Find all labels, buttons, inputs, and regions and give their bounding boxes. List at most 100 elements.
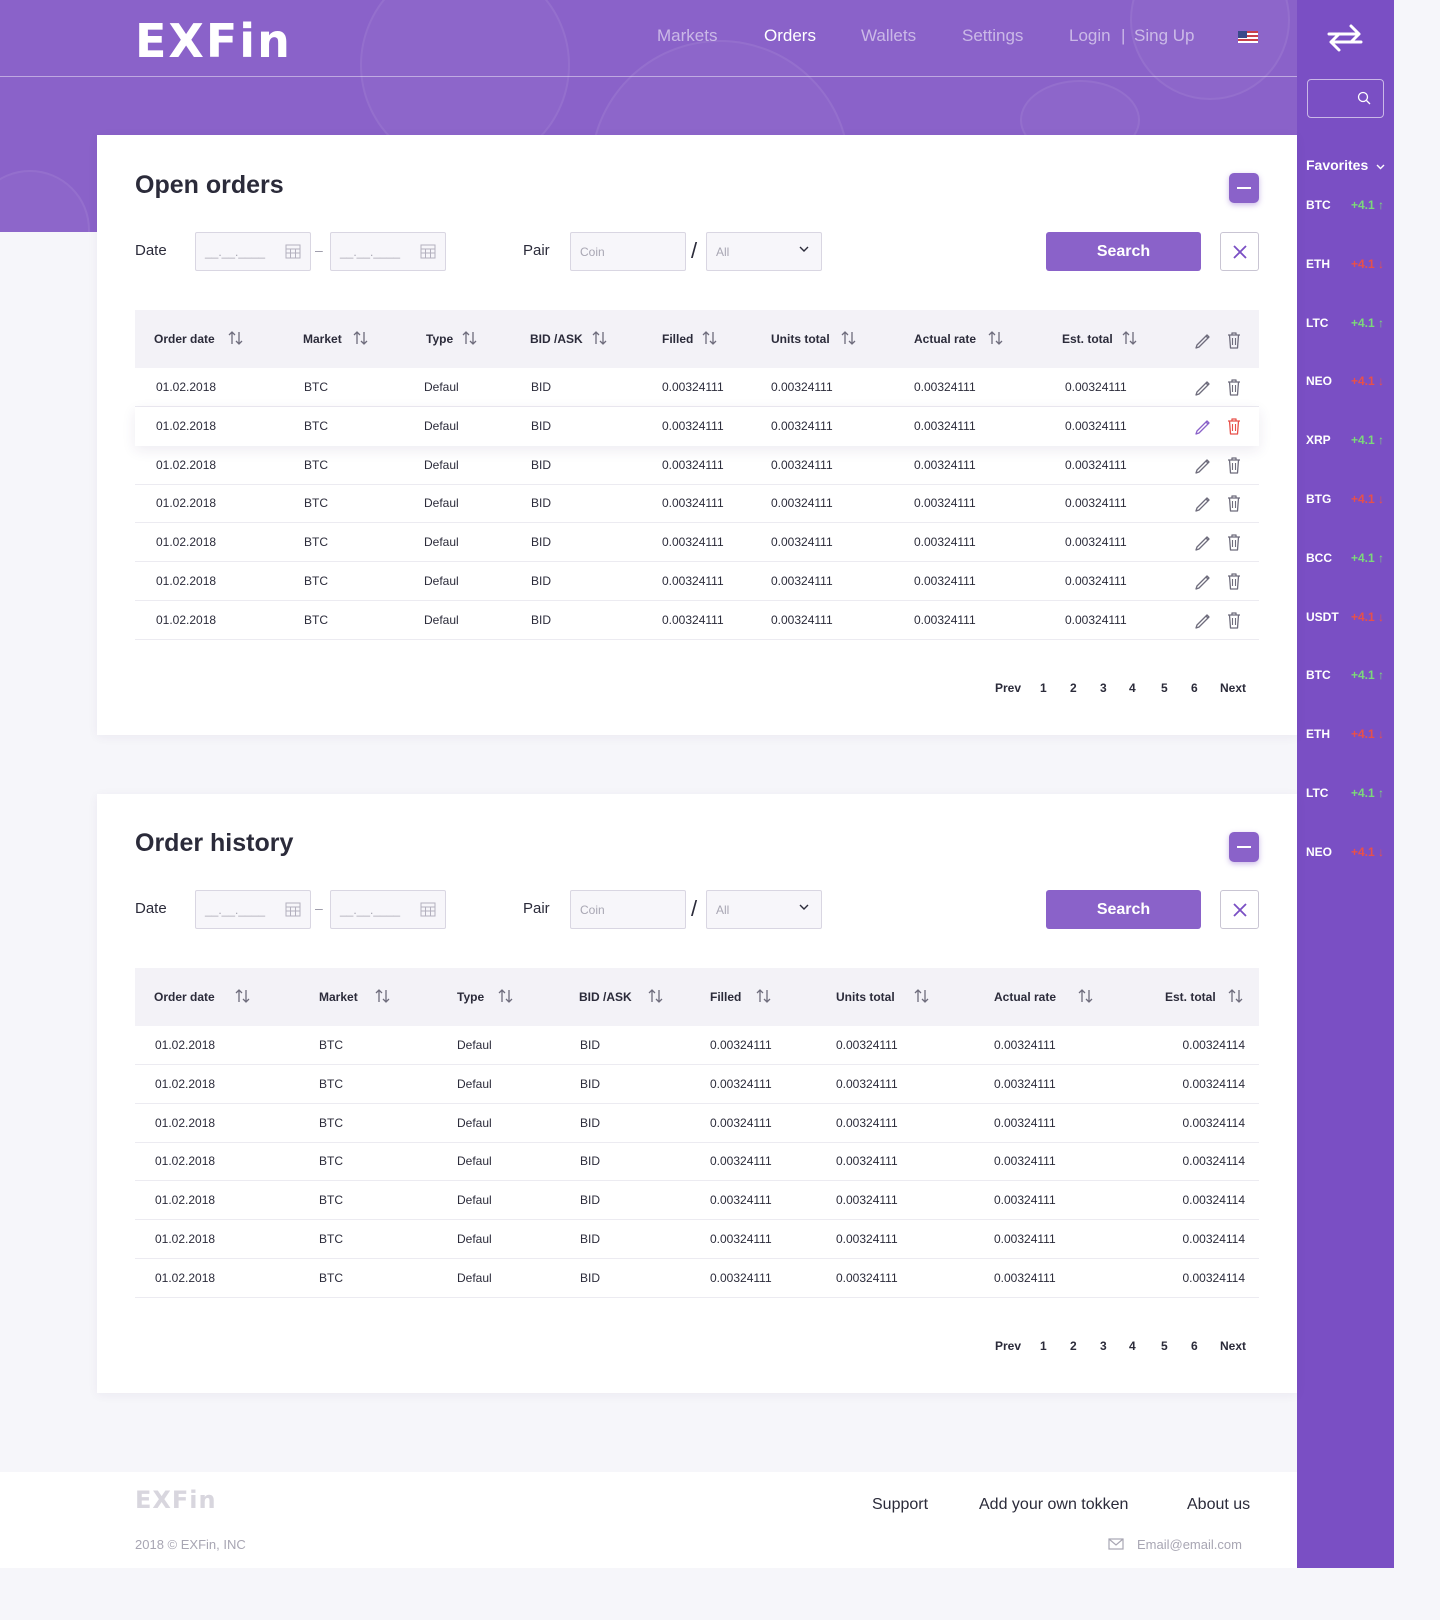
- footer-email-link[interactable]: Email@email.com: [1137, 1537, 1242, 1552]
- nav-login[interactable]: Login: [1069, 26, 1111, 45]
- sort-icon[interactable]: [498, 988, 514, 1004]
- pagination-page[interactable]: 4: [1129, 1339, 1136, 1353]
- delete-icon[interactable]: [1226, 533, 1242, 551]
- column-header[interactable]: Est. total: [1062, 332, 1113, 346]
- edit-icon[interactable]: [1194, 533, 1212, 551]
- pagination-page[interactable]: 5: [1161, 1339, 1168, 1353]
- favorite-item-btg[interactable]: BTG +4.1 ↓: [1306, 492, 1388, 506]
- pagination-page[interactable]: 1: [1040, 681, 1047, 695]
- date-to-input[interactable]: __.__.____: [330, 890, 446, 929]
- edit-icon[interactable]: [1194, 417, 1212, 435]
- pagination-page[interactable]: 6: [1191, 681, 1198, 695]
- collapse-button[interactable]: [1229, 832, 1259, 862]
- footer-link-about[interactable]: About us: [1187, 1496, 1251, 1513]
- column-header[interactable]: Market: [319, 990, 358, 1004]
- calendar-icon[interactable]: [420, 902, 436, 917]
- delete-icon[interactable]: [1226, 417, 1242, 435]
- date-from-input[interactable]: __.__.____: [195, 232, 311, 271]
- table-row[interactable]: 01.02.2018 BTC Defaul BID 0.00324111 0.003241…: [135, 1142, 1259, 1182]
- sidebar-search-input[interactable]: [1307, 79, 1384, 118]
- column-header[interactable]: Actual rate: [994, 990, 1057, 1004]
- delete-icon[interactable]: [1226, 494, 1242, 513]
- column-header[interactable]: Order date: [154, 990, 215, 1004]
- column-header[interactable]: Order date: [154, 332, 215, 346]
- sort-icon[interactable]: [375, 988, 391, 1004]
- delete-icon[interactable]: [1226, 378, 1242, 396]
- column-header[interactable]: Units total: [771, 332, 830, 346]
- nav-markets[interactable]: Markets: [657, 26, 718, 45]
- sort-icon[interactable]: [462, 330, 478, 346]
- footer-link-add-token[interactable]: Add your own tokken: [979, 1496, 1129, 1513]
- footer-link-support[interactable]: Support: [872, 1496, 929, 1513]
- table-row[interactable]: 01.02.2018 BTC Defaul BID 0.00324111 0.003241…: [135, 562, 1259, 601]
- search-button[interactable]: Search: [1046, 232, 1201, 271]
- pagination-prev[interactable]: Prev: [995, 1339, 1022, 1353]
- table-row[interactable]: 01.02.2018 BTC Defaul BID 0.00324111 0.003241…: [135, 1181, 1259, 1221]
- favorite-item-eth[interactable]: ETH +4.1 ↓: [1306, 257, 1388, 271]
- nav-orders[interactable]: Orders: [764, 26, 816, 45]
- favorite-item-neo[interactable]: NEO +4.1 ↓: [1306, 845, 1388, 859]
- table-row[interactable]: 01.02.2018 BTC Defaul BID 0.00324111 0.003241…: [135, 1065, 1259, 1104]
- pagination-prev[interactable]: Prev: [995, 681, 1022, 695]
- pagination-page[interactable]: 6: [1191, 1339, 1198, 1353]
- favorite-item-btc[interactable]: BTC +4.1 ↑: [1306, 668, 1388, 682]
- date-to-input[interactable]: __.__.____: [330, 232, 446, 271]
- sort-icon[interactable]: [228, 330, 244, 346]
- edit-icon[interactable]: [1194, 331, 1212, 349]
- delete-icon[interactable]: [1226, 456, 1242, 474]
- coin-input[interactable]: Coin: [570, 232, 686, 271]
- column-header[interactable]: Filled: [710, 990, 742, 1004]
- sort-icon[interactable]: [702, 330, 718, 346]
- pagination-page[interactable]: 4: [1129, 681, 1136, 695]
- column-header[interactable]: Est. total: [1165, 990, 1216, 1004]
- edit-icon[interactable]: [1194, 572, 1212, 590]
- table-row[interactable]: 01.02.2018 BTC Defaul BID 0.00324111 0.003241…: [135, 368, 1259, 407]
- calendar-icon[interactable]: [285, 244, 301, 259]
- date-from-input[interactable]: __.__.____: [195, 890, 311, 929]
- favorite-item-neo[interactable]: NEO +4.1 ↓: [1306, 374, 1388, 388]
- pagination-page[interactable]: 1: [1040, 1339, 1047, 1353]
- sort-icon[interactable]: [592, 330, 608, 346]
- footer-logo[interactable]: EXFin: [135, 1486, 217, 1514]
- sort-icon[interactable]: [841, 330, 857, 346]
- favorite-item-bcc[interactable]: BCC +4.1 ↑: [1306, 551, 1388, 565]
- sort-icon[interactable]: [353, 330, 369, 346]
- search-button[interactable]: Search: [1046, 890, 1201, 929]
- pagination-page[interactable]: 2: [1070, 1339, 1077, 1353]
- market-select[interactable]: All: [706, 232, 822, 271]
- favorite-item-ltc[interactable]: LTC +4.1 ↑: [1306, 316, 1388, 330]
- sort-icon[interactable]: [1078, 988, 1094, 1004]
- collapse-button[interactable]: [1229, 173, 1259, 203]
- clear-filters-button[interactable]: [1220, 890, 1259, 929]
- table-row[interactable]: 01.02.2018 BTC Defaul BID 0.00324111 0.003241…: [135, 1259, 1259, 1298]
- pagination-page[interactable]: 2: [1070, 681, 1077, 695]
- market-select[interactable]: All: [706, 890, 822, 929]
- coin-input[interactable]: Coin: [570, 890, 686, 929]
- column-header[interactable]: Type: [426, 332, 454, 346]
- table-row[interactable]: 01.02.2018 BTC Defaul BID 0.00324111 0.003241…: [135, 1104, 1259, 1143]
- sort-icon[interactable]: [1122, 330, 1138, 346]
- table-row[interactable]: 01.02.2018 BTC Defaul BID 0.00324111 0.003241…: [135, 523, 1259, 563]
- sort-icon[interactable]: [756, 988, 772, 1004]
- column-header[interactable]: BID /ASK: [579, 990, 632, 1004]
- pagination-page[interactable]: 5: [1161, 681, 1168, 695]
- favorite-item-usdt[interactable]: USDT +4.1 ↓: [1306, 610, 1388, 624]
- nav-signup[interactable]: Sing Up: [1134, 26, 1195, 45]
- calendar-icon[interactable]: [285, 902, 301, 917]
- edit-icon[interactable]: [1194, 456, 1212, 474]
- column-header[interactable]: Type: [457, 990, 485, 1004]
- sort-icon[interactable]: [988, 330, 1004, 346]
- favorites-toggle[interactable]: Favorites: [1306, 157, 1385, 173]
- edit-icon[interactable]: [1194, 378, 1212, 396]
- edit-icon[interactable]: [1194, 494, 1212, 513]
- delete-icon[interactable]: [1226, 572, 1242, 590]
- column-header[interactable]: BID /ASK: [530, 332, 583, 346]
- table-row[interactable]: 01.02.2018 BTC Defaul BID 0.00324111 0.003241…: [135, 406, 1259, 446]
- favorite-item-eth[interactable]: ETH +4.1 ↓: [1306, 727, 1388, 741]
- favorite-item-btc[interactable]: BTC +4.1 ↑: [1306, 198, 1388, 212]
- table-row[interactable]: 01.02.2018 BTC Defaul BID 0.00324111 0.003241…: [135, 1220, 1259, 1259]
- nav-wallets[interactable]: Wallets: [861, 26, 917, 45]
- us-flag-icon[interactable]: [1238, 31, 1258, 43]
- clear-filters-button[interactable]: [1220, 232, 1259, 271]
- sort-icon[interactable]: [914, 988, 930, 1004]
